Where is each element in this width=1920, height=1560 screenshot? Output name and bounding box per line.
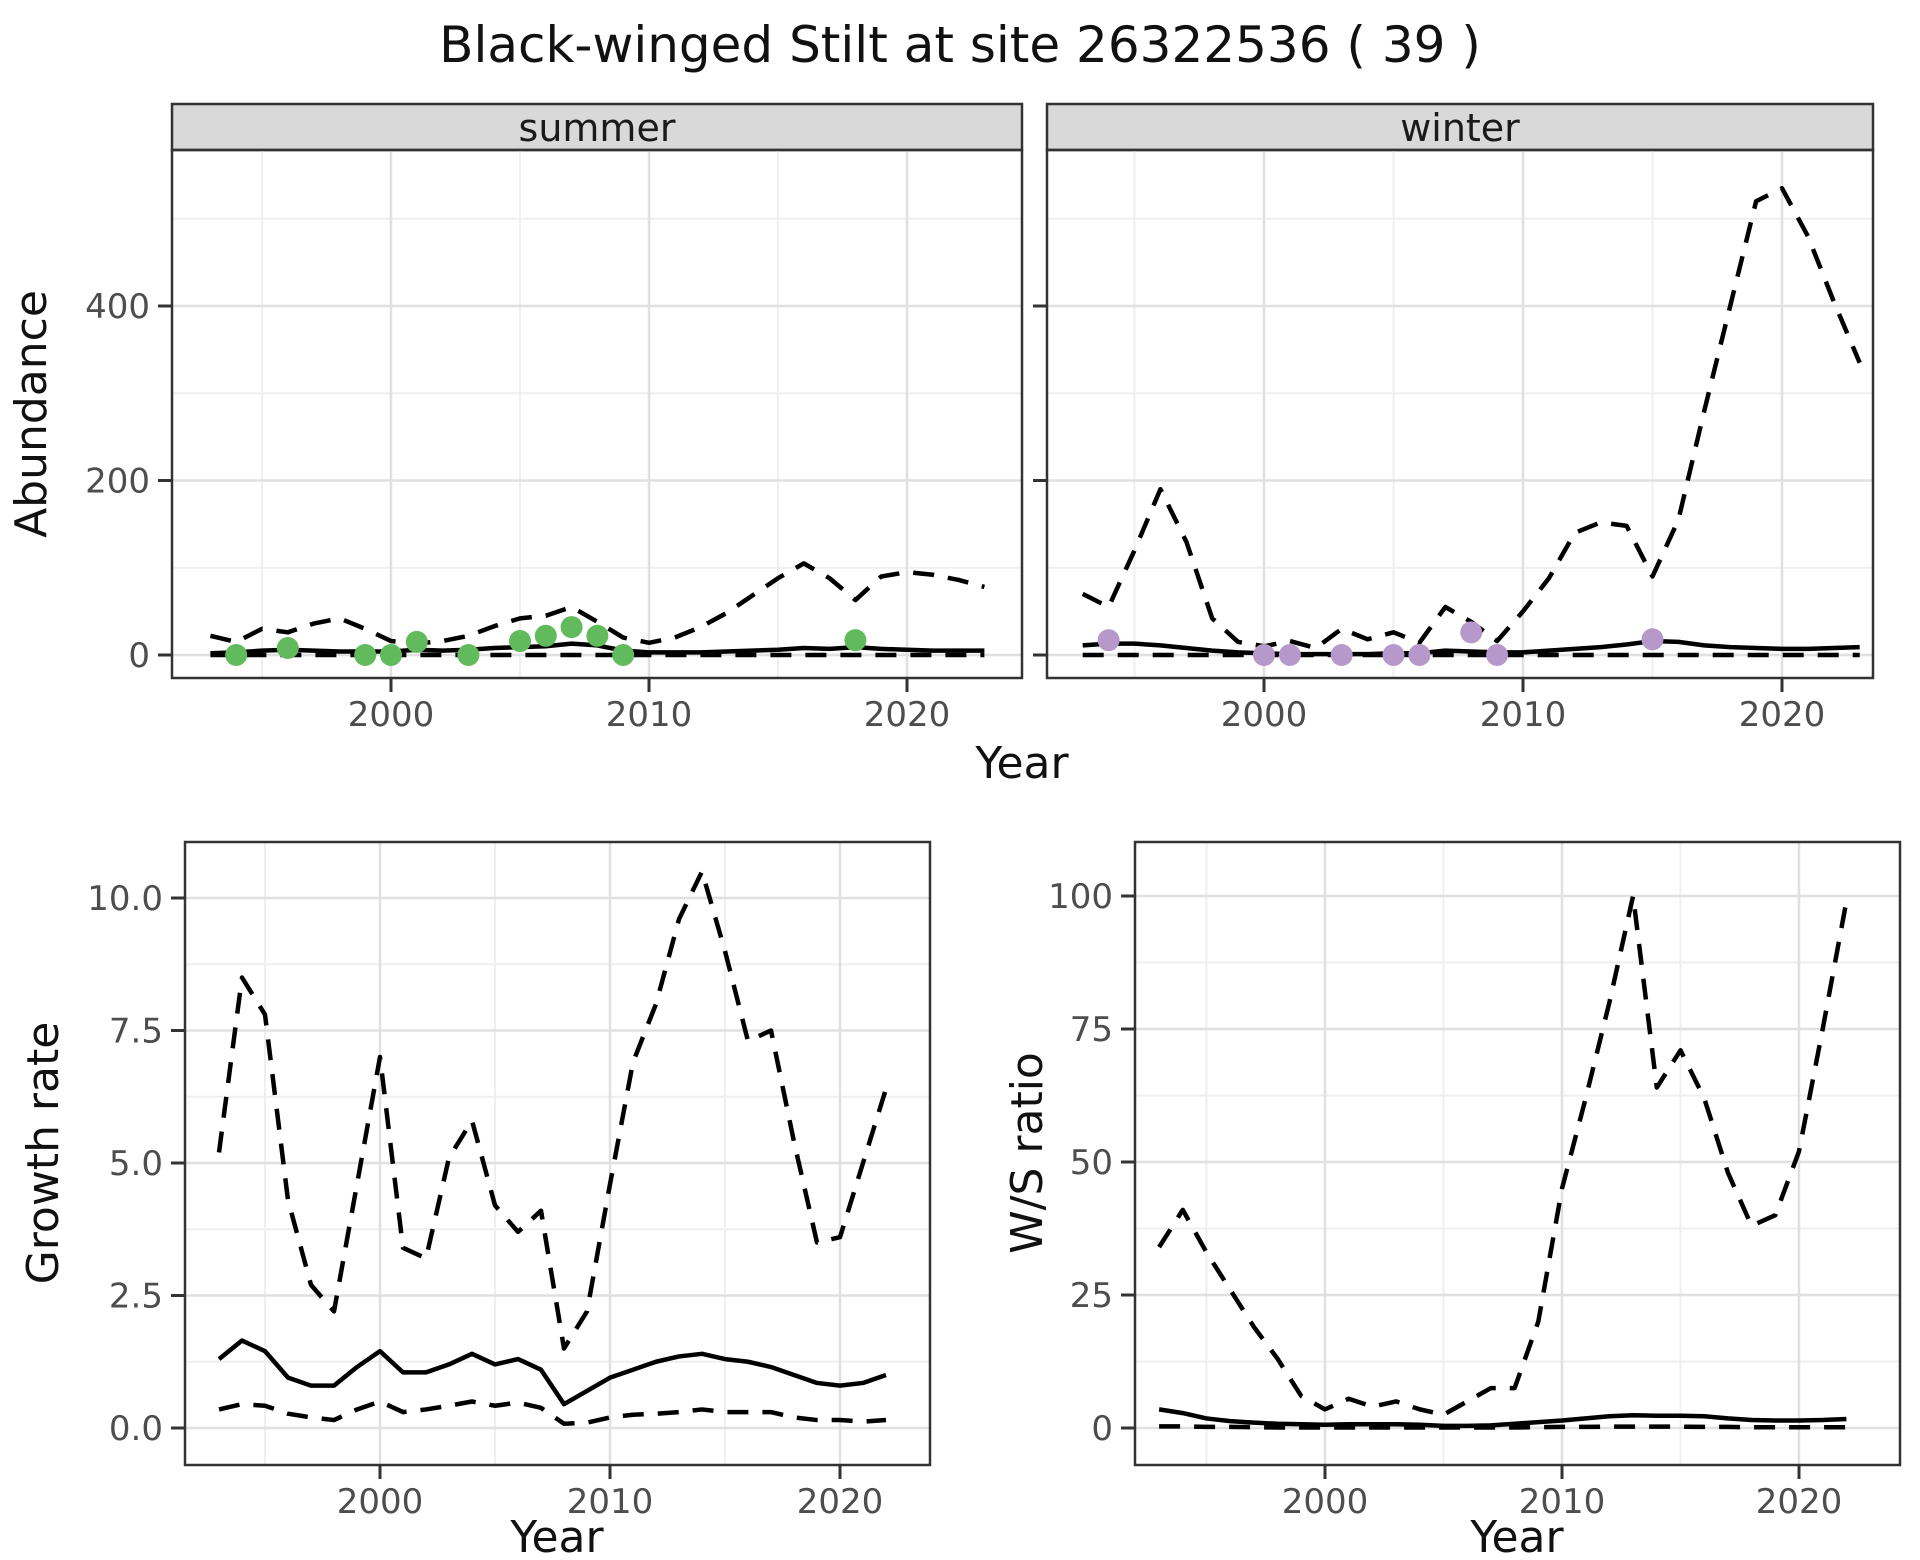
panel-ws-ratio: 0 25 50 75 100 2000 2010 2020 [1048, 840, 1902, 1522]
data-point-observed-counts [1460, 621, 1483, 644]
panel-border [170, 148, 1024, 680]
data-point-observed-counts [380, 644, 402, 666]
facet-strip-summer: summer [170, 102, 1024, 152]
x-tick-label: 2010 [1480, 695, 1567, 735]
y-tick-label: 7.5 [109, 1012, 163, 1052]
x-axis-title-year-bottom-right: Year [1469, 1512, 1564, 1560]
series-predicted-median-line [1158, 1407, 1847, 1429]
facet-strip-summer-bg [170, 102, 1024, 152]
y-tick-label: 0.0 [109, 1409, 163, 1449]
x-tick-label: 2020 [797, 1482, 884, 1522]
x-tick-label: 2000 [337, 1482, 424, 1522]
data-point-observed-counts [509, 630, 531, 653]
data-point-observed-counts [586, 624, 609, 647]
series-group [216, 869, 889, 1427]
data-point-observed-counts [1408, 644, 1431, 666]
y-tick-label: 2.5 [109, 1277, 163, 1317]
data-point-observed-counts [354, 644, 377, 666]
x-tick-label: 2000 [1221, 695, 1308, 735]
series-lower-credible-interval-line [218, 1399, 887, 1427]
x-axis-title-year-bottom-left: Year [509, 1512, 604, 1560]
x-tick-label: 2010 [606, 695, 693, 735]
data-point-observed-counts [534, 624, 557, 647]
facet-strip-summer-label: summer [519, 106, 676, 150]
series-group [209, 561, 985, 666]
x-tick-label: 2000 [1282, 1482, 1369, 1522]
data-point-observed-counts [1330, 644, 1353, 666]
y-tick-label: 5.0 [109, 1144, 163, 1184]
series-predicted-median-line [217, 1338, 887, 1407]
series-upper-credible-interval-line [1081, 185, 1862, 651]
x-tick-label: 2010 [1519, 1482, 1606, 1522]
x-tick-label: 2020 [864, 695, 951, 735]
x-tick-label: 2000 [348, 695, 435, 735]
data-point-observed-counts [560, 616, 583, 639]
facet-strip-winter-bg [1045, 102, 1875, 152]
y-tick-label: 50 [1070, 1143, 1113, 1183]
panel-growth-rate: 0.0 2.5 5.0 7.5 10.0 2000 2010 2020 [87, 840, 932, 1522]
data-point-observed-counts [225, 644, 248, 666]
y-tick-label: 0 [1091, 1409, 1113, 1449]
panel-border [1045, 148, 1875, 680]
data-point-observed-counts [405, 630, 428, 653]
y-axis-title-ws-ratio: W/S ratio [1002, 1052, 1053, 1254]
panel-abundance-summer: 0 200 400 2000 2010 2020 [85, 148, 1024, 735]
panel-border [183, 840, 932, 1467]
data-point-observed-counts [276, 637, 299, 660]
y-tick-label: 100 [1048, 877, 1113, 917]
series-lower-credible-interval-line [1159, 1424, 1847, 1430]
data-point-observed-counts [1486, 644, 1509, 666]
data-point-observed-counts [612, 644, 635, 666]
series-upper-credible-interval-line [209, 561, 985, 646]
data-point-observed-counts [1382, 644, 1405, 666]
data-point-observed-counts [1641, 628, 1664, 651]
data-point-observed-counts [1253, 644, 1275, 666]
facet-strip-winter: winter [1045, 102, 1875, 152]
y-tick-label: 0 [128, 636, 150, 676]
series-upper-credible-interval-line [216, 869, 889, 1351]
series-group [1081, 185, 1862, 666]
y-tick-label: 25 [1070, 1276, 1113, 1316]
y-tick-label: 400 [85, 287, 150, 327]
x-tick-label: 2020 [1756, 1482, 1843, 1522]
series-upper-credible-interval-line [1157, 893, 1849, 1417]
data-point-observed-counts [1278, 644, 1301, 666]
facet-strip-winter-label: winter [1400, 106, 1520, 150]
data-point-observed-counts [457, 644, 480, 666]
x-tick-label: 2010 [567, 1482, 654, 1522]
data-point-observed-counts [844, 629, 867, 652]
y-axis-title-growth-rate: Growth rate [18, 1022, 69, 1285]
data-point-observed-counts [1097, 629, 1120, 652]
panel-border [1133, 840, 1902, 1467]
x-axis-title-year-top: Year [974, 738, 1069, 789]
y-tick-label: 10.0 [87, 879, 163, 919]
chart-title: Black-winged Stilt at site 26322536 ( 39… [439, 16, 1481, 74]
y-tick-label: 200 [85, 462, 150, 502]
series-group [1157, 893, 1849, 1430]
panel-abundance-winter: 2000 2010 2020 [1033, 148, 1875, 735]
y-axis-title-abundance: Abundance [6, 290, 57, 538]
x-tick-label: 2020 [1739, 695, 1826, 735]
series-predicted-median-line [1082, 638, 1860, 657]
y-tick-label: 75 [1070, 1010, 1113, 1050]
